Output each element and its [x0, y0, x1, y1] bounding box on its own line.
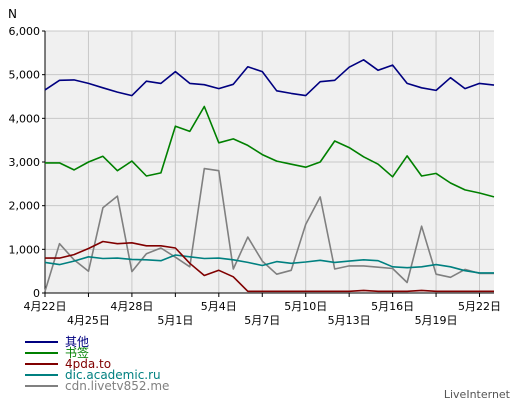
- series-line-3: [45, 240, 494, 293]
- grid-lines: [44, 30, 494, 293]
- x-tick-label: 4月25日: [67, 314, 110, 327]
- series-layer: [44, 58, 495, 293]
- legend-label: cdn.livetv852.me: [65, 379, 169, 393]
- y-tick-label: 0: [33, 287, 40, 300]
- x-tick-label: 5月1日: [157, 314, 193, 327]
- x-tick-label: 5月4日: [201, 300, 237, 313]
- x-tick-label: 5月7日: [244, 314, 280, 327]
- x-tick-labels: 4月22日4月25日4月28日5月1日5月4日5月7日5月10日5月13日5月1…: [24, 300, 502, 327]
- x-tick-label: 5月10日: [284, 300, 327, 313]
- legend-label: 4pda.to: [65, 357, 111, 371]
- series-line-1: [44, 58, 495, 97]
- y-tick-label: 6,000: [9, 25, 41, 38]
- x-tick-label: 4月28日: [110, 300, 153, 313]
- y-tick-label: 3,000: [9, 156, 41, 169]
- series-line-5: [44, 167, 494, 292]
- x-tick-label: 5月19日: [415, 314, 458, 327]
- x-tick-label: 5月16日: [371, 300, 414, 313]
- x-tick-label: 5月13日: [328, 314, 371, 327]
- x-tick-label: 4月22日: [24, 300, 67, 313]
- legend-label: dic.academic.ru: [65, 368, 161, 382]
- legend-label: 其他: [65, 335, 89, 349]
- y-tick-labels: 0 1,000 2,000 3,000 4,000 5,000 6,000: [9, 25, 41, 300]
- y-tick-label: 1,000: [9, 243, 41, 256]
- legend: 其他书签4pda.todic.academic.rucdn.livetv852.…: [25, 335, 169, 393]
- y-tick-label: 4,000: [9, 112, 41, 125]
- y-tick-label: 5,000: [9, 69, 41, 82]
- series-line-4: [44, 254, 494, 274]
- series-line-2: [45, 105, 495, 198]
- axes: [42, 30, 494, 297]
- x-tick-label: 5月22日: [458, 300, 501, 313]
- legend-label: 书签: [65, 345, 89, 360]
- brand-label: LiveInternet: [444, 388, 511, 401]
- y-tick-label: 2,000: [9, 200, 41, 213]
- y-axis-label: N: [8, 7, 17, 21]
